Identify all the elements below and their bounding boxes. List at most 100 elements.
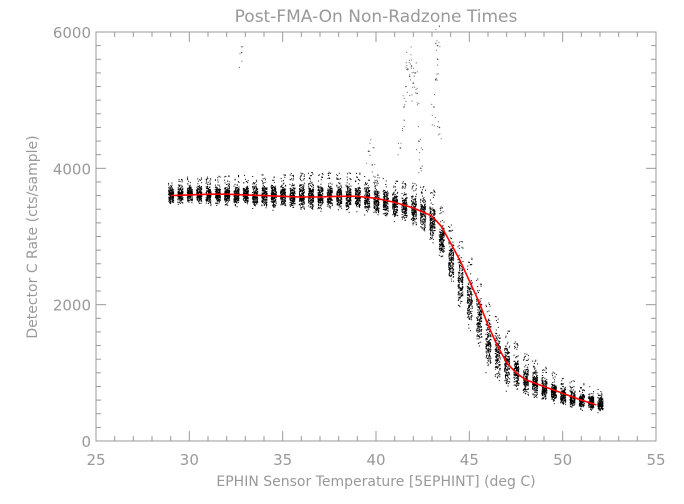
- outlier-point: [438, 41, 440, 43]
- outlier-point: [439, 133, 441, 135]
- plot-frame: [95, 31, 657, 442]
- outlier-point: [416, 92, 418, 95]
- outlier-point: [403, 97, 405, 99]
- outlier-point: [242, 46, 244, 48]
- outlier-point: [371, 171, 373, 173]
- x-axis-label: EPHIN Sensor Temperature [5EPHINT] (deg …: [216, 474, 535, 490]
- outlier-point: [434, 78, 437, 81]
- y-tick-label: 6000: [53, 24, 91, 42]
- outlier-point: [371, 164, 374, 166]
- outlier-point: [408, 59, 410, 61]
- outlier-point: [436, 44, 439, 47]
- outlier-point: [420, 167, 422, 170]
- y-tick-label: 2000: [53, 297, 91, 315]
- outlier-point: [370, 139, 372, 141]
- outlier-point: [436, 79, 438, 81]
- outlier-point: [437, 121, 439, 123]
- outlier-point: [404, 104, 406, 106]
- fit-curve: [170, 193, 597, 406]
- fit-curve-layer: [170, 193, 597, 406]
- outlier-point: [411, 72, 413, 74]
- outlier-point: [399, 147, 402, 149]
- outlier-point: [402, 95, 404, 97]
- outlier-point: [407, 67, 409, 69]
- y-axis-label: Detector C Rate (cts/sample): [25, 135, 41, 338]
- outlier-point: [401, 129, 404, 131]
- outlier-point: [434, 93, 436, 96]
- outlier-point: [374, 181, 376, 184]
- outlier-point: [416, 102, 418, 104]
- outlier-point: [436, 40, 438, 42]
- outlier-point: [417, 126, 419, 128]
- outlier-point: [435, 42, 437, 44]
- outlier-point: [437, 73, 439, 75]
- outlier-point: [410, 65, 413, 67]
- outlier-point: [416, 104, 418, 106]
- outlier-point: [405, 66, 407, 68]
- outlier-point: [412, 86, 414, 88]
- outlier-point: [410, 54, 412, 56]
- scatter-band-points: [168, 171, 604, 414]
- outlier-point: [435, 49, 438, 51]
- outlier-point: [374, 187, 377, 189]
- outlier-point: [400, 142, 402, 144]
- outlier-point: [408, 61, 410, 63]
- outlier-point: [435, 28, 437, 31]
- outlier-point: [369, 154, 371, 156]
- outlier-point: [241, 60, 243, 62]
- outlier-point: [419, 152, 421, 154]
- outlier-point: [410, 67, 412, 69]
- outlier-point: [378, 177, 380, 179]
- outlier-point: [406, 51, 408, 54]
- outlier-point: [408, 75, 411, 78]
- outlier-point: [372, 175, 374, 177]
- outlier-point: [433, 106, 435, 108]
- outlier-point: [238, 66, 241, 68]
- outlier-point: [409, 94, 411, 97]
- outlier-point: [369, 150, 371, 152]
- outlier-point: [418, 140, 420, 142]
- chart-title: Post-FMA-On Non-Radzone Times: [235, 7, 518, 27]
- outlier-point: [435, 77, 437, 79]
- outlier-point: [438, 134, 440, 136]
- outlier-point: [411, 94, 413, 96]
- x-tick-label: 55: [646, 451, 665, 469]
- outlier-point: [413, 75, 415, 77]
- outlier-point: [409, 63, 411, 65]
- x-tick-label: 45: [460, 451, 479, 469]
- outlier-point: [412, 67, 415, 69]
- outlier-point: [377, 174, 379, 176]
- x-tick-label: 50: [553, 451, 572, 469]
- outlier-point: [434, 116, 436, 119]
- x-tick-label: 40: [366, 451, 385, 469]
- outlier-point: [418, 172, 420, 174]
- outlier-point: [410, 59, 412, 61]
- outlier-point: [405, 85, 407, 88]
- outlier-point: [409, 79, 411, 81]
- outlier-point: [416, 87, 418, 89]
- outlier-point: [437, 126, 439, 128]
- outlier-point: [415, 62, 417, 64]
- outlier-point: [403, 119, 405, 121]
- outlier-point: [412, 71, 415, 73]
- outlier-point: [374, 163, 376, 165]
- x-tick-label: 30: [180, 451, 199, 469]
- outlier-point: [239, 53, 241, 55]
- outlier-point: [420, 147, 422, 149]
- outlier-point: [403, 125, 405, 128]
- outlier-point: [438, 126, 441, 129]
- outlier-point: [375, 182, 377, 184]
- data-points-band: [168, 171, 604, 414]
- outlier-point: [406, 91, 408, 93]
- outlier-point: [406, 68, 409, 71]
- outlier-point: [397, 142, 399, 145]
- outlier-point: [397, 154, 399, 156]
- outlier-point: [418, 159, 420, 161]
- outlier-point: [240, 46, 242, 48]
- x-tick-label: 25: [86, 451, 105, 469]
- outlier-point: [421, 165, 423, 167]
- tick-labels: 25 30 35 40 45 50 55 0 2000 4000 6000: [53, 24, 666, 469]
- outlier-point: [431, 103, 433, 105]
- outlier-point: [422, 149, 424, 151]
